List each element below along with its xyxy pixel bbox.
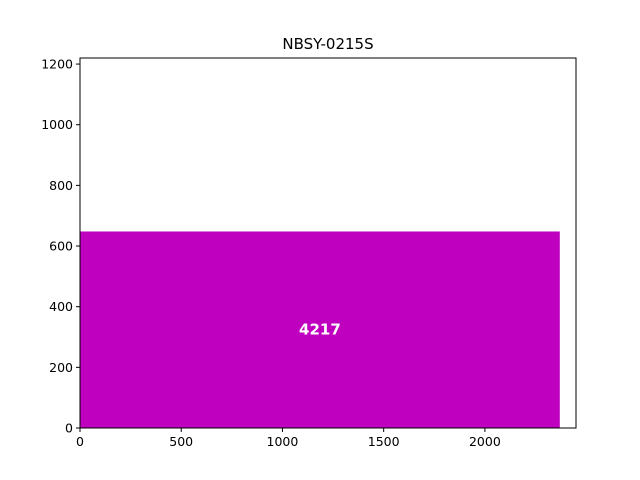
x-tick-label: 2000: [469, 434, 501, 449]
y-tick-label: 400: [49, 299, 73, 314]
y-axis: 0 200 400 600 800 1000 1200: [41, 57, 80, 436]
x-tick-label: 0: [76, 434, 84, 449]
x-axis: 0 500 1000 1500 2000: [76, 428, 501, 449]
chart-title: NBSY-0215S: [282, 35, 373, 53]
x-tick-label: 1500: [368, 434, 400, 449]
x-tick-label: 1000: [267, 434, 299, 449]
bar: [80, 231, 560, 428]
bar-labels-layer: 4217: [299, 321, 341, 339]
y-tick-label: 1200: [41, 57, 73, 72]
bar-value-label: 4217: [299, 321, 341, 339]
y-tick-label: 600: [49, 239, 73, 254]
x-tick-label: 500: [169, 434, 193, 449]
plot-frame: [79, 57, 577, 429]
y-tick-label: 200: [49, 360, 73, 375]
y-tick-label: 1000: [41, 117, 73, 132]
y-tick-label: 800: [49, 178, 73, 193]
y-tick-label: 0: [65, 421, 73, 436]
bars-layer: [80, 231, 560, 428]
